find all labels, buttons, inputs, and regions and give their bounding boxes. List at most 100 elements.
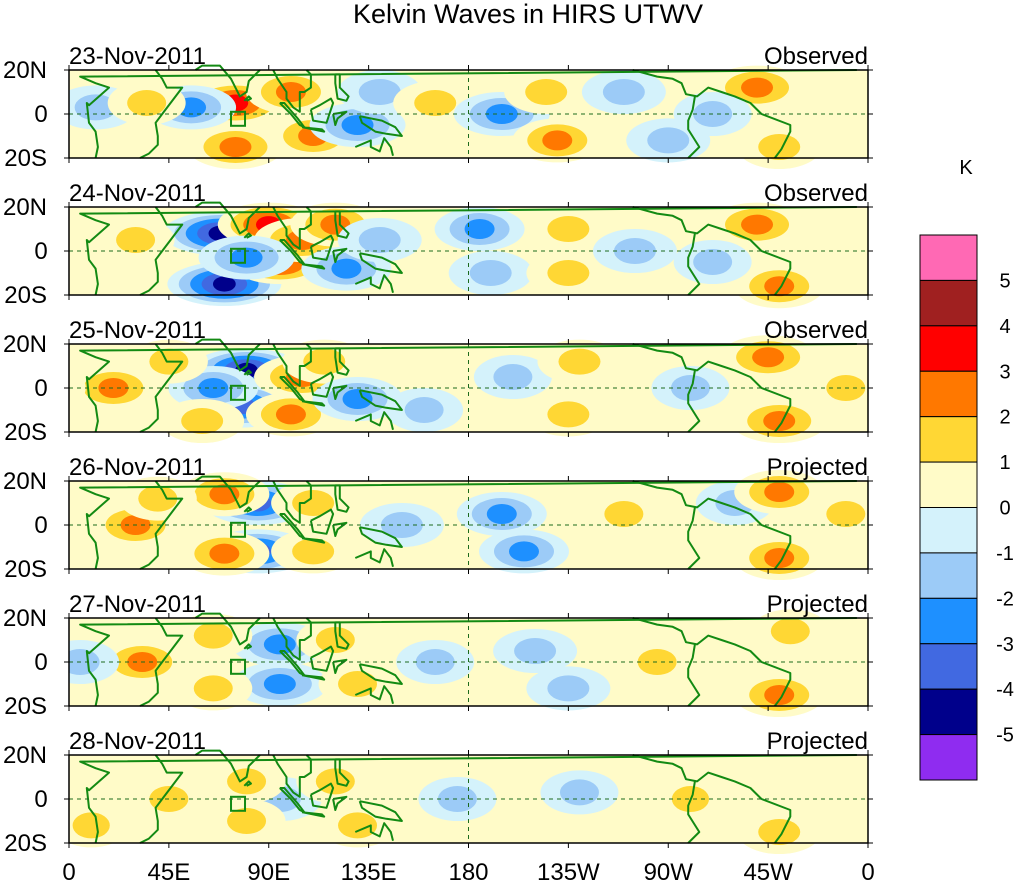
anomaly-blob	[96, 218, 175, 262]
anomaly-blob	[734, 673, 825, 717]
y-label-20n: 20N	[3, 331, 47, 358]
coastline	[632, 343, 792, 433]
anomaly-contour	[209, 543, 240, 564]
coastline	[194, 64, 261, 98]
colorbar-label: 5	[999, 270, 1010, 292]
y-label-equator: 0	[34, 101, 47, 128]
coastline	[687, 96, 701, 159]
reference-box	[230, 110, 247, 127]
anomaly-blob	[69, 803, 129, 848]
colorbar-label: 1	[999, 452, 1010, 474]
anomaly-contour	[602, 79, 645, 105]
anomaly-field	[69, 201, 868, 309]
anomaly-contour	[486, 504, 517, 524]
coastline	[332, 110, 348, 126]
anomaly-blob	[673, 240, 752, 284]
anomaly-blob	[396, 640, 475, 684]
anomaly-contour	[559, 779, 599, 806]
coastline	[194, 612, 261, 646]
colorbar-cell	[919, 325, 978, 372]
coastline	[332, 658, 348, 674]
colorbar-cell	[919, 416, 978, 463]
anomaly-contour	[752, 347, 785, 368]
colorbar-cell	[919, 461, 978, 509]
anomaly-contour	[275, 404, 306, 425]
coastline	[301, 674, 326, 681]
coastline	[272, 343, 312, 387]
coastline	[632, 69, 792, 159]
coastline	[79, 754, 857, 844]
anomaly-contour	[227, 808, 267, 834]
anomaly-contour	[547, 216, 590, 242]
y-label-20n: 20N	[3, 194, 47, 221]
panel-date: 23-Nov-2011	[69, 43, 206, 70]
x-tick-label: 0	[62, 859, 75, 886]
y-label-20s: 20S	[4, 693, 47, 720]
coastline	[354, 274, 394, 294]
coastline	[243, 232, 252, 239]
coastlines	[79, 201, 857, 296]
colorbar-label: 2	[999, 407, 1010, 429]
panel-kind: Observed	[764, 317, 868, 344]
coastline	[332, 795, 348, 811]
colorbar-cell	[919, 734, 978, 781]
anomaly-contour	[647, 127, 690, 154]
colorbar-label: -2	[996, 588, 1014, 610]
coastline	[632, 617, 792, 707]
colorbar-cell	[919, 279, 978, 327]
colorbar-cell	[919, 643, 978, 690]
y-label-equator: 0	[34, 649, 47, 676]
reference-box	[230, 795, 247, 812]
anomaly-blob	[526, 392, 611, 437]
anomaly-contour	[542, 130, 573, 151]
anomaly-blob	[526, 207, 611, 251]
coastline	[632, 206, 792, 296]
coastline	[334, 484, 350, 513]
chart-title: Kelvin Waves in HIRS UTWV	[353, 0, 703, 29]
anomaly-blob	[709, 202, 806, 247]
coastline	[332, 247, 348, 263]
coastline	[632, 480, 792, 570]
coastline	[301, 126, 326, 133]
anomaly-contour	[741, 77, 774, 98]
anomaly-contour	[292, 490, 335, 516]
anomaly-contour	[358, 79, 401, 105]
anomaly-blob	[592, 229, 677, 273]
anomaly-blob	[179, 531, 270, 576]
x-tick-label: 0	[861, 859, 874, 886]
colorbar-label: 0	[999, 498, 1010, 520]
anomaly-blob	[271, 481, 356, 525]
coastline	[358, 115, 403, 137]
anomaly-blob	[448, 251, 533, 295]
anomaly-contour	[547, 260, 590, 286]
anomaly-contour	[209, 484, 240, 505]
coastline	[194, 338, 261, 372]
colorbar-label: -1	[996, 543, 1014, 565]
coastline	[194, 201, 261, 235]
coastline	[334, 621, 350, 650]
coastlines	[79, 612, 857, 707]
coastline	[243, 95, 252, 102]
y-label-20n: 20N	[3, 468, 47, 495]
anomaly-blob	[734, 264, 825, 309]
coastline	[354, 685, 394, 705]
anomaly-contour	[508, 541, 539, 562]
panel-date: 27-Nov-2011	[69, 591, 206, 618]
coastline	[79, 617, 857, 707]
anomaly-blob	[540, 770, 619, 815]
coastline	[272, 206, 312, 250]
anomaly-contour	[469, 260, 512, 286]
panel-3: 20N 0 20S 25-Nov-2011 Observed	[3, 317, 873, 446]
coastline	[272, 69, 312, 113]
coastline	[334, 210, 350, 239]
anomaly-blob	[207, 799, 286, 843]
anomaly-contour	[263, 674, 296, 694]
anomaly-blob	[526, 666, 611, 711]
anomaly-blob	[207, 759, 286, 804]
coastlines	[79, 64, 857, 159]
anomaly-contour	[547, 675, 590, 702]
anomaly-contour	[414, 90, 457, 116]
anomaly-field	[69, 335, 868, 443]
anomaly-blob	[584, 492, 663, 536]
